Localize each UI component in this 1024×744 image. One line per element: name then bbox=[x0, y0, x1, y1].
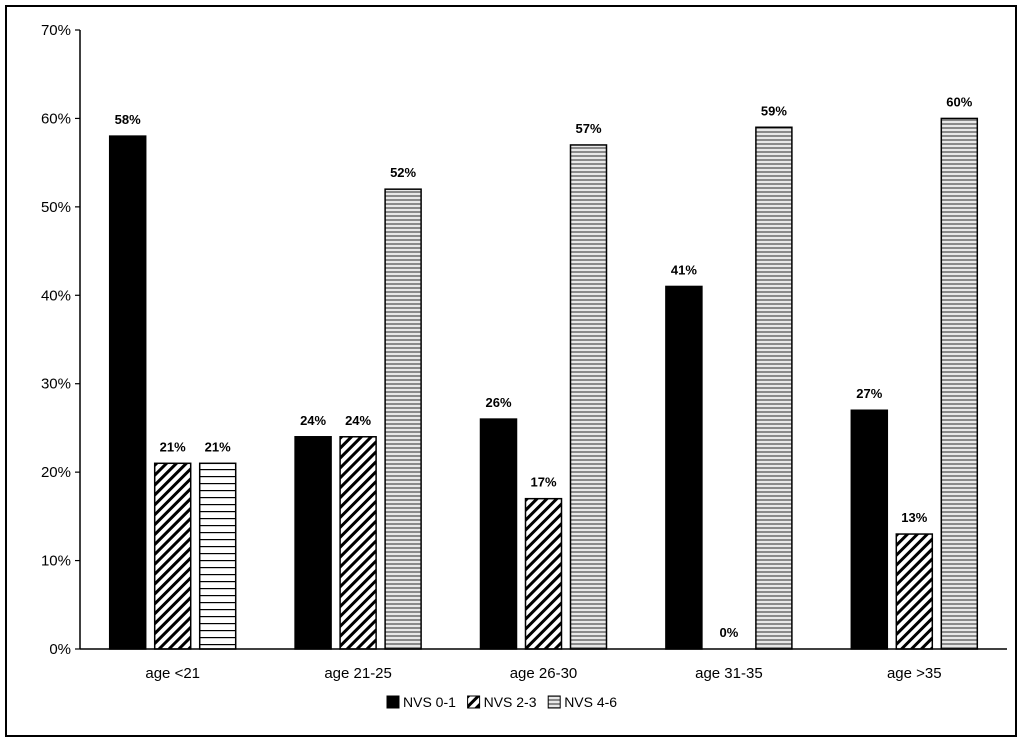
legend-swatch bbox=[547, 695, 561, 709]
bar-nvs-4-6-3 bbox=[569, 144, 608, 650]
legend-swatch bbox=[467, 695, 481, 709]
bars bbox=[108, 117, 979, 650]
data-label: 24% bbox=[300, 413, 326, 428]
data-label: 59% bbox=[761, 103, 787, 118]
data-label: 17% bbox=[530, 475, 556, 490]
bar-nvs-4-6-1 bbox=[198, 462, 237, 650]
y-tick-label: 30% bbox=[41, 376, 71, 393]
data-label: 60% bbox=[946, 94, 972, 109]
x-axis: age <21 age 21-25 age 26-30 age 31-35 age >3… bbox=[80, 648, 1007, 682]
data-label: 57% bbox=[575, 121, 601, 136]
bar-nvs-0-1-3 bbox=[479, 418, 518, 650]
data-label: 58% bbox=[115, 112, 141, 127]
chart-frame: 0% 10% 20% 30% 40% 50% 60% 70% 58% 21% 21% 24% 24% 5… bbox=[5, 5, 1017, 737]
data-label: 13% bbox=[901, 510, 927, 525]
category-label: age 31-35 bbox=[695, 665, 763, 682]
legend-label: NVS 0-1 bbox=[403, 694, 456, 710]
category-label: age <21 bbox=[145, 665, 200, 682]
data-label: 21% bbox=[205, 439, 231, 454]
y-tick-label: 20% bbox=[41, 464, 71, 481]
data-label: 0% bbox=[720, 625, 739, 640]
bar-nvs-4-6-5 bbox=[940, 117, 979, 650]
legend: NVS 0-1 NVS 2-3 NVS 4-6 bbox=[386, 694, 617, 710]
bar-nvs-0-1-5 bbox=[850, 409, 889, 650]
data-label: 21% bbox=[160, 439, 186, 454]
y-tick-label: 40% bbox=[41, 287, 71, 304]
category-label: age 21-25 bbox=[324, 665, 392, 682]
y-axis: 0% 10% 20% 30% 40% 50% 60% 70% bbox=[41, 22, 81, 658]
bar-nvs-0-1-2 bbox=[294, 436, 332, 650]
data-labels: 58% 21% 21% 24% 24% 52% 26% 17% 57% 41% 0% 59% 27% 13… bbox=[115, 94, 973, 640]
data-label: 27% bbox=[856, 386, 882, 401]
bar-nvs-2-3-2 bbox=[339, 436, 377, 650]
bar-nvs-0-1-4 bbox=[665, 285, 703, 650]
legend-swatch bbox=[386, 695, 400, 709]
bar-nvs-2-3-3 bbox=[524, 497, 563, 650]
y-tick-label: 50% bbox=[41, 199, 71, 216]
y-tick-label: 0% bbox=[49, 641, 71, 658]
data-label: 41% bbox=[671, 262, 697, 277]
bar-nvs-4-6-4 bbox=[755, 126, 793, 650]
legend-label: NVS 2-3 bbox=[484, 694, 537, 710]
y-tick-label: 60% bbox=[41, 110, 71, 127]
bar-nvs-4-6-2 bbox=[384, 188, 422, 650]
bar-nvs-0-1-1 bbox=[108, 135, 147, 650]
y-tick-label: 10% bbox=[41, 553, 71, 570]
bar-nvs-2-3-1 bbox=[153, 462, 192, 650]
legend-label: NVS 4-6 bbox=[564, 694, 617, 710]
category-label: age 26-30 bbox=[510, 665, 578, 682]
data-label: 52% bbox=[390, 165, 416, 180]
bar-chart: 0%10%20%30%40%50%60%70% 58%21% 21%24% 24%5… bbox=[41, 22, 1007, 710]
category-label: age >35 bbox=[887, 665, 942, 682]
data-label: 26% bbox=[485, 395, 511, 410]
y-tick-label: 70% bbox=[41, 22, 71, 39]
bar-nvs-2-3-5 bbox=[895, 533, 934, 650]
data-label: 24% bbox=[345, 413, 371, 428]
